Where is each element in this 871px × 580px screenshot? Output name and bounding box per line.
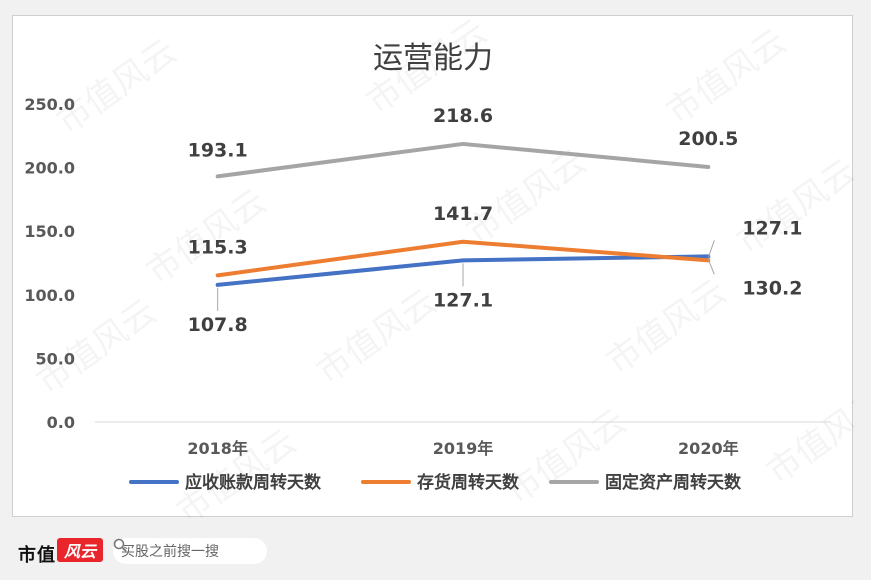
x-tick-label: 2020年 [678, 439, 739, 458]
watermark-text: 市值风云 [30, 292, 164, 403]
axes: 0.0 50.0 100.0 150.0 200.0 250.0 2018年 2019年 202… [24, 95, 831, 458]
watermark-text: 市值风云 [500, 402, 634, 513]
y-tick-label: 0.0 [47, 413, 75, 432]
data-label: 107.8 [188, 314, 248, 336]
series-layer [215, 141, 711, 287]
data-label: 127.1 [433, 289, 493, 311]
chart-title: 运营能力 [373, 41, 493, 76]
y-tick-label: 250.0 [24, 95, 75, 114]
y-tick-label: 100.0 [24, 286, 75, 305]
y-tick-label: 50.0 [36, 349, 75, 368]
data-label: 200.5 [678, 128, 738, 150]
watermark-text: 市值风云 [310, 282, 444, 393]
watermark-text: 市值风云 [660, 22, 794, 133]
watermark-text: 市值风云 [760, 382, 854, 493]
watermark-text: 市值风云 [730, 152, 854, 263]
series-line [215, 254, 711, 287]
data-label: 193.1 [188, 139, 248, 161]
legend-label: 存货周转天数 [417, 472, 520, 493]
search-placeholder: 买股之前搜一搜 [121, 544, 219, 560]
legend: 应收账款周转天数 存货周转天数 固定资产周转天数 [129, 472, 742, 493]
legend-label: 固定资产周转天数 [605, 472, 742, 493]
watermark-text: 市值风云 [460, 142, 594, 253]
data-label: 141.7 [433, 203, 493, 225]
brand-badge: 风云 [57, 538, 103, 562]
label-leader-line [707, 240, 715, 258]
chart-card: 市值风云 市值风云 市值风云 市值风云 市值风云 市值风云 市值风云 市值风云 市值风云 市值风云… [12, 15, 854, 518]
search-icon [113, 538, 127, 552]
series-line [215, 239, 711, 278]
data-label: 127.1 [742, 217, 802, 239]
search-box[interactable]: 买股之前搜一搜 [113, 538, 267, 564]
y-tick-label: 150.0 [24, 222, 75, 241]
watermark-text: 市值风云 [170, 422, 304, 518]
footer-bar: 市值 风云 买股之前搜一搜 [0, 522, 871, 580]
y-tick-label: 200.0 [24, 159, 75, 178]
watermark-text: 市值风云 [50, 32, 184, 143]
data-labels: 107.8 127.1 130.2 115.3 141.7 127.1 193.1 218.6… [188, 105, 803, 336]
data-label: 218.6 [433, 105, 493, 127]
data-label: 130.2 [742, 277, 802, 299]
x-tick-label: 2018年 [187, 439, 248, 458]
x-tick-label: 2019年 [433, 439, 494, 458]
legend-label: 应收账款周转天数 [185, 472, 322, 493]
series-line [215, 141, 711, 179]
data-label: 115.3 [188, 236, 248, 258]
label-leader-line [707, 259, 715, 275]
watermark-text: 市值风云 [600, 272, 734, 383]
brand-name: 市值 [18, 545, 56, 566]
